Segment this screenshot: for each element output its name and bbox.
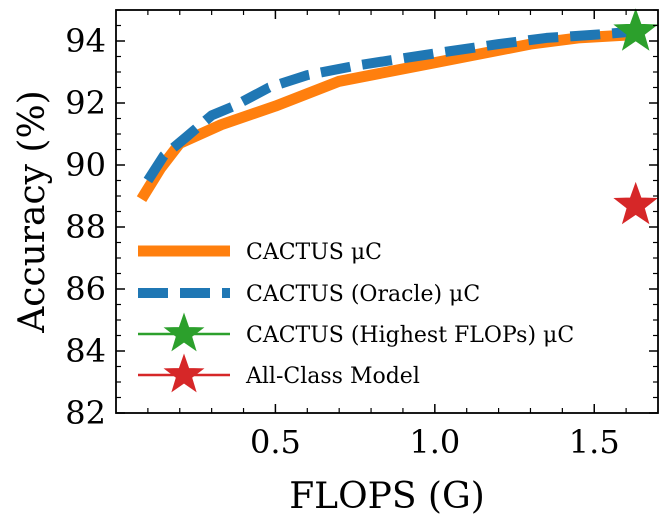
legend-swatch-star [163, 353, 205, 393]
axes-layer: 82 84 86 88 90 92 94 0.5 1.0 1.5 [65, 9, 659, 461]
y-tick-label: 94 [65, 22, 106, 60]
x-tick-label: 0.5 [250, 423, 301, 461]
marker-layer [613, 8, 659, 225]
y-tick-label: 86 [65, 270, 106, 308]
y-tick-label: 88 [65, 208, 106, 246]
y-tick-label: 90 [65, 146, 106, 184]
series-line-2 [143, 26, 633, 184]
x-axis-title: FLOPS (G) [289, 476, 485, 517]
legend-label: All-Class Model [245, 364, 420, 389]
legend: CACTUS μC CACTUS (Oracle) μC CACTUS (Highe… [138, 240, 574, 393]
y-tick-label: 84 [65, 332, 106, 370]
series-layer [136, 26, 633, 202]
star-marker-2 [613, 181, 659, 225]
star-marker-1 [613, 8, 659, 51]
legend-label: CACTUS (Highest FLOPs) μC [246, 323, 574, 348]
legend-label: CACTUS (Oracle) μC [246, 282, 480, 307]
y-axis-title: Accuracy (%) [12, 90, 53, 333]
legend-label: CACTUS μC [246, 240, 382, 265]
x-tick-label: 1.0 [409, 423, 460, 461]
y-tick-label: 92 [65, 84, 106, 122]
legend-swatch-star [163, 312, 205, 352]
y-tick-label: 82 [65, 394, 106, 432]
x-tick-label: 1.5 [569, 423, 620, 461]
